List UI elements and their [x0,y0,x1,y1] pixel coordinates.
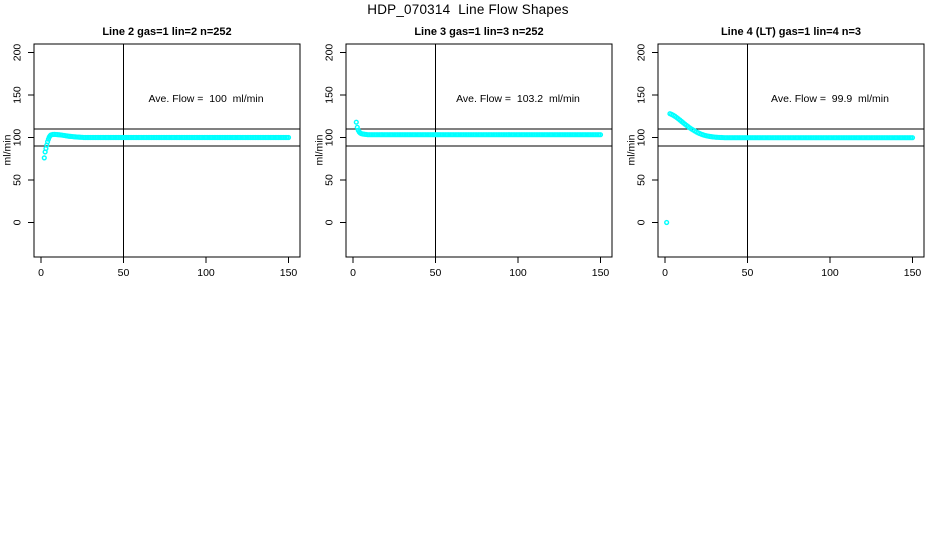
y-tick-label: 150 [12,86,24,104]
data-point [597,132,604,138]
x-tick-label: 150 [280,267,298,279]
y-tick-label: 100 [636,129,648,147]
x-tick-label: 0 [662,267,668,279]
y-tick-label: 0 [324,219,336,225]
x-tick-label: 150 [592,267,610,279]
x-tick-label: 100 [197,267,215,279]
y-tick-label: 200 [324,44,336,62]
y-tick-label: 50 [12,174,24,186]
y-tick-label: 100 [12,129,24,147]
y-axis-label: ml/min [314,134,326,165]
y-tick-label: 0 [12,219,24,225]
x-tick-label: 0 [350,267,356,279]
data-point [664,219,670,226]
plot-box [345,43,613,258]
data-point [41,155,47,161]
x-tick-label: 100 [821,267,839,279]
y-tick-label: 150 [636,86,648,104]
plot-box [33,43,301,258]
y-tick-label: 200 [636,44,648,62]
y-tick-label: 150 [324,86,336,104]
panel-line3-chart: Line 3 gas=1 lin=3 n=252 0 50 100 150 200 0 50 1… [314,26,613,279]
x-tick-label: 100 [509,267,527,279]
panel-line-3: Line 3 gas=1 lin=3 n=252 0 50 100 150 200 0 50 1… [312,20,624,292]
data-point [353,119,359,125]
panel-title: Line 2 gas=1 lin=2 n=252 [102,26,231,38]
data-point [44,139,51,145]
y-tick-label: 100 [324,129,336,147]
panel-line4-chart: Line 4 (LT) gas=1 lin=4 n=3 0 50 100 150 200 0… [626,26,925,279]
x-tick-label: 0 [38,267,44,279]
ave-flow-annotation: Ave. Flow = 99.9 ml/min [771,93,889,105]
plot-box [657,43,925,258]
data-point [909,135,916,141]
x-tick-label: 150 [904,267,922,279]
y-tick-label: 50 [636,174,648,186]
data-point [285,134,292,141]
panel-line-2: Line 2 gas=1 lin=2 n=252 0 50 100 150 200 0 50 1… [0,20,312,292]
panel-title: Line 4 (LT) gas=1 lin=4 n=3 [721,26,861,38]
x-tick-label: 50 [430,267,442,279]
panel-line-4: Line 4 (LT) gas=1 lin=4 n=3 0 50 100 150 200 0… [624,20,936,292]
figure-title: HDP_070314 Line Flow Shapes [367,2,569,17]
y-tick-label: 0 [636,219,648,225]
ave-flow-annotation: Ave. Flow = 103.2 ml/min [456,93,580,105]
y-axis-label: ml/min [2,134,14,165]
panel-row: Line 2 gas=1 lin=2 n=252 0 50 100 150 200 0 50 1… [0,20,936,292]
x-tick-label: 50 [118,267,130,279]
panel-line2-chart: Line 2 gas=1 lin=2 n=252 0 50 100 150 200 0 50 1… [2,26,301,279]
ave-flow-annotation: Ave. Flow = 100 ml/min [148,93,263,105]
y-axis-label: ml/min [626,134,638,165]
x-tick-label: 50 [742,267,754,279]
y-tick-label: 200 [12,44,24,62]
y-tick-label: 50 [324,174,336,186]
panel-title: Line 3 gas=1 lin=3 n=252 [414,26,543,38]
